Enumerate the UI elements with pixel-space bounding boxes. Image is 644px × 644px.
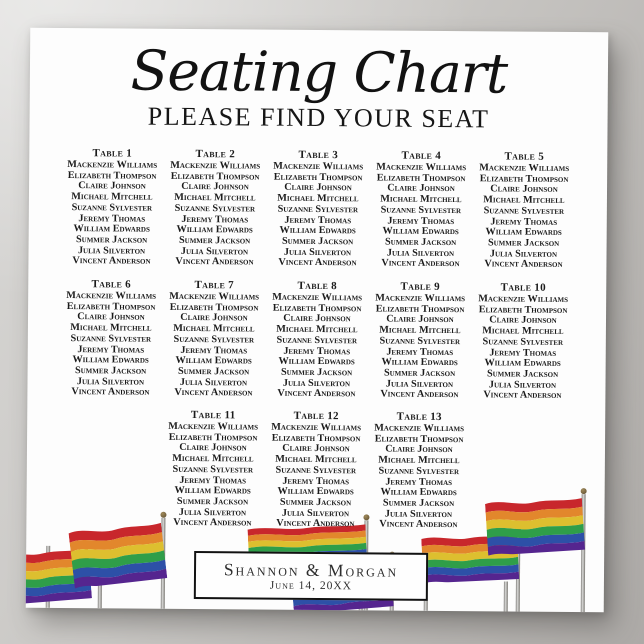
table-block: Table 11 Mackenzie Williams Elizabeth Thom… (161, 409, 265, 530)
poster-subtitle: PLEASE FIND YOUR SEAT (147, 101, 490, 134)
guest-name: Vincent Anderson (174, 387, 253, 399)
table-block: Table 13 Mackenzie Williams Elizabeth Thom… (367, 410, 471, 531)
table-block: Table 8 Mackenzie Williams Elizabeth Thomp… (265, 280, 369, 401)
pride-flag-icon (25, 548, 92, 606)
table-block: Table 7 Mackenzie Williams Elizabeth Thomp… (162, 279, 266, 400)
guest-name: Vincent Anderson (173, 517, 252, 529)
guest-name: Vincent Anderson (72, 255, 151, 268)
pride-flag-icon (485, 498, 586, 556)
flagpole (503, 581, 508, 612)
guest-name: Vincent Anderson (379, 518, 458, 531)
guest-name: Vincent Anderson (175, 256, 254, 268)
table-block: Table 5 Mackenzie Williams Elizabeth Thomp… (472, 150, 576, 271)
table-block: Table 4 Mackenzie Williams Elizabeth Thomp… (369, 149, 473, 270)
table-block: Table 1 Mackenzie Williams Elizabeth Thomp… (60, 147, 164, 268)
pride-flag-icon (68, 522, 168, 589)
table-block: Table 3 Mackenzie Williams Elizabeth Thomp… (266, 149, 370, 270)
guest-name: Vincent Anderson (380, 388, 459, 401)
table-block: Table 10 Mackenzie Williams Elizabeth Thom… (471, 281, 575, 402)
guest-name: Vincent Anderson (71, 386, 150, 399)
table-row-1: Table 1 Mackenzie Williams Elizabeth Thomp… (28, 147, 607, 272)
couple-name-box: Shannon & Morgan June 14, 20XX (193, 551, 429, 601)
poster-title: Seating Chart (130, 38, 508, 106)
guest-name: Vincent Anderson (484, 258, 563, 271)
table-row-3: Table 11 Mackenzie Williams Elizabeth Thom… (26, 408, 605, 533)
guest-name: Vincent Anderson (277, 388, 356, 400)
couple-names: Shannon & Morgan (223, 558, 399, 581)
table-block: Table 9 Mackenzie Williams Elizabeth Thomp… (368, 280, 472, 401)
guest-name: Vincent Anderson (278, 257, 357, 269)
seating-chart-poster: Seating Chart PLEASE FIND YOUR SEAT Tabl… (25, 27, 609, 613)
table-block: Table 6 Mackenzie Williams Elizabeth Thomp… (59, 278, 163, 399)
event-date: June 14, 20XX (269, 579, 353, 592)
guest-name: Vincent Anderson (483, 389, 562, 402)
guest-name: Vincent Anderson (276, 518, 355, 530)
table-block: Table 12 Mackenzie Williams Elizabeth Thom… (264, 410, 368, 531)
table-row-2: Table 6 Mackenzie Williams Elizabeth Thomp… (27, 278, 606, 403)
guest-name: Vincent Anderson (381, 257, 460, 270)
flagpole (97, 584, 102, 609)
table-block: Table 2 Mackenzie Williams Elizabeth Thomp… (163, 148, 267, 269)
